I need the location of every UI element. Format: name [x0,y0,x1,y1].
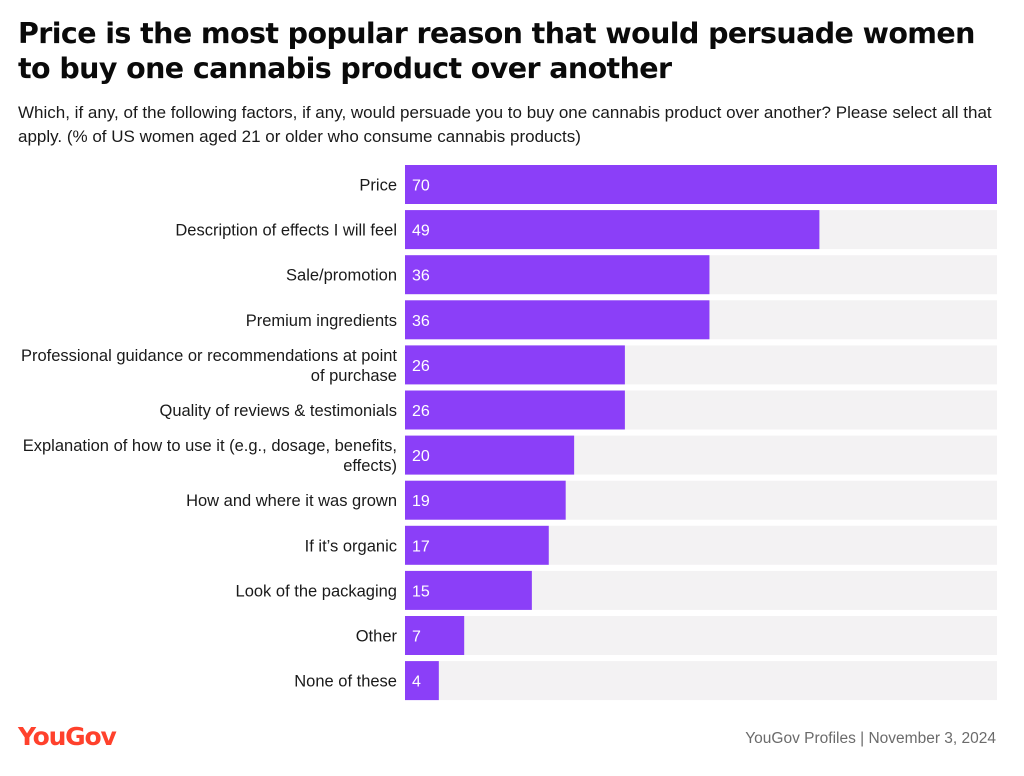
bar-value-label: 26 [412,403,430,420]
bar [405,525,549,565]
bar-value-label: 36 [412,268,430,285]
category-label: Professional guidance or recommendations… [21,347,397,385]
category-label: Description of effects I will feel [175,222,397,240]
bar-value-label: 26 [412,358,430,375]
bar [405,570,532,610]
bar-value-label: 17 [412,538,430,555]
bar-value-label: 7 [412,629,421,646]
bar-value-label: 36 [412,313,430,330]
bar [405,300,710,340]
category-label: None of these [294,673,397,691]
bar [405,210,820,250]
bar [405,390,625,430]
bar-value-label: 4 [412,674,421,691]
bar-value-label: 15 [412,583,430,600]
bar [405,661,439,701]
category-label: How and where it was grown [186,492,397,510]
bar [405,480,566,520]
bar-track [405,616,997,655]
bar [405,345,625,385]
category-label: Look of the packaging [236,582,397,600]
yougov-logo: YouGov [18,722,117,751]
category-label: Explanation of how to use it (e.g., dosa… [23,437,397,475]
bar [405,435,575,475]
bar-value-label: 19 [412,493,430,510]
bar [405,616,465,655]
category-label: Price [359,177,397,195]
bar-track [405,661,997,701]
bar-value-label: 20 [412,448,430,465]
chart-title: Price is the most popular reason that wo… [18,17,975,85]
bar-value-label: 49 [412,223,430,240]
bar [405,165,997,204]
category-label: If it’s organic [305,537,397,555]
bar-value-label: 70 [412,178,430,195]
category-label: Other [356,628,398,646]
source-note: YouGov Profiles | November 3, 2024 [745,730,996,747]
chart-subtitle: Which, if any, of the following factors,… [18,103,992,146]
category-label: Sale/promotion [286,267,397,285]
category-label: Quality of reviews & testimonials [159,402,397,420]
category-label: Premium ingredients [246,312,397,330]
bar [405,255,710,295]
